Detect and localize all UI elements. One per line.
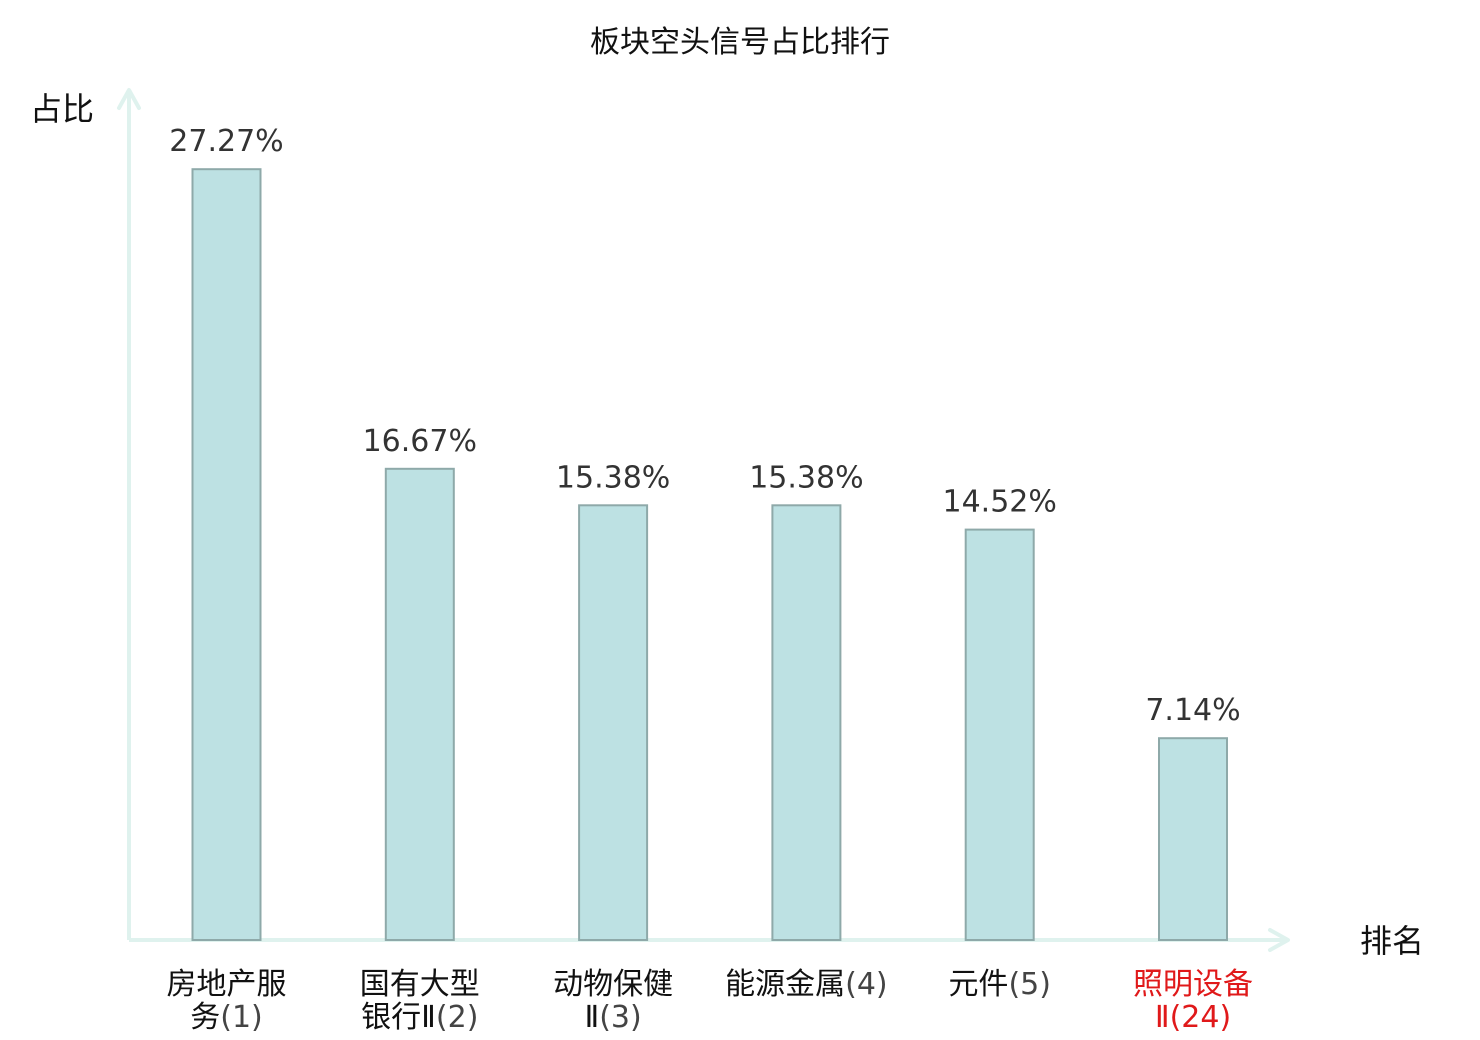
value-label-5: 14.52% xyxy=(943,485,1057,520)
x-axis xyxy=(129,928,1290,952)
category-rank: (3) xyxy=(599,1000,642,1035)
category-label-4: 能源金属(4) xyxy=(725,967,888,1002)
category-rank: (24) xyxy=(1170,1000,1232,1035)
bar-2 xyxy=(384,467,455,941)
category-rank: (5) xyxy=(1008,967,1050,1002)
category-name-line: 动物保健 xyxy=(553,967,673,1002)
y-axis-label: 占比 xyxy=(30,90,94,128)
category-label-3: 动物保健 Ⅱ(3) xyxy=(553,967,673,1035)
category-name-line: 务(1) xyxy=(190,1000,263,1035)
category-label-5: 元件(5) xyxy=(948,967,1050,1002)
value-label-2: 16.67% xyxy=(363,424,477,459)
bar-3 xyxy=(578,504,649,941)
category-name-line: 银行Ⅱ(2) xyxy=(361,1000,478,1035)
bar-4 xyxy=(771,504,842,941)
bar-6 xyxy=(1158,737,1228,942)
category-label-6: 照明设备 Ⅱ(24) xyxy=(1133,967,1253,1035)
value-label-3: 15.38% xyxy=(556,460,670,495)
category-rank: (4) xyxy=(845,967,888,1002)
value-label-6: 7.14% xyxy=(1145,693,1240,728)
category-rank: (1) xyxy=(220,1000,263,1035)
bars-group xyxy=(191,168,1228,942)
bar-1 xyxy=(191,168,262,941)
value-label-4: 15.38% xyxy=(749,460,863,495)
category-name-line: 国有大型 xyxy=(360,967,480,1002)
category-name-line: 照明设备 xyxy=(1133,967,1253,1002)
category-labels-group: 房地产服务(1) 国有大型银行Ⅱ(2) 动物保健 Ⅱ(3) 能源金属(4) 元件(5) 照明… xyxy=(167,967,1254,1035)
chart-title: 板块空头信号占比排行 xyxy=(590,25,890,60)
x-axis-label: 排名 xyxy=(1360,922,1424,960)
category-name-line: 房地产服 xyxy=(167,967,287,1002)
category-name-line: 元件(5) xyxy=(948,967,1050,1002)
value-label-1: 27.27% xyxy=(169,124,283,159)
category-name-line: Ⅱ(24) xyxy=(1155,1000,1231,1035)
category-name-line: 能源金属(4) xyxy=(725,967,888,1002)
bar-5 xyxy=(964,528,1035,941)
category-label-2: 国有大型银行Ⅱ(2) xyxy=(360,967,480,1035)
category-label-1: 房地产服务(1) xyxy=(167,967,287,1035)
y-axis xyxy=(117,88,141,940)
value-labels-group: 27.27% 16.67% 15.38% 15.38% 14.52% 7.14% xyxy=(169,124,1240,728)
category-rank: (2) xyxy=(436,1000,479,1035)
category-name-line: Ⅱ(3) xyxy=(584,1000,641,1035)
